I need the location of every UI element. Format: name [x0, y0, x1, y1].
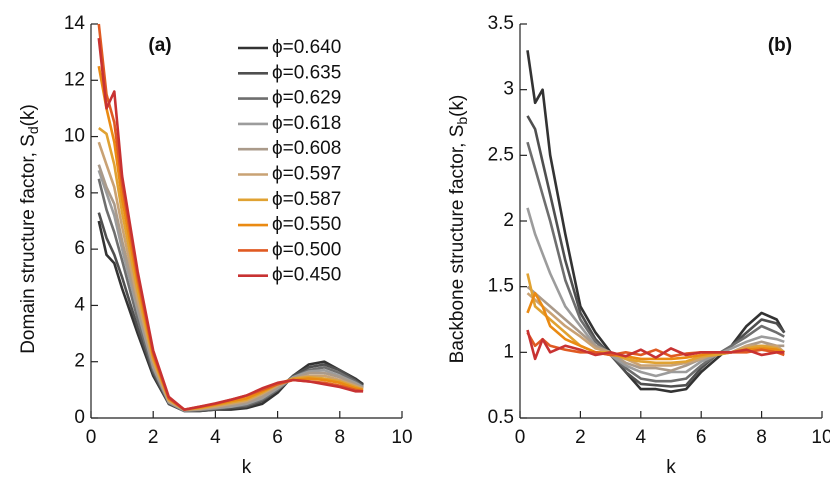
x-tick-label: 8: [756, 427, 767, 448]
legend-label: ϕ=0.587: [272, 189, 341, 210]
y-tick-label: 14: [64, 13, 86, 34]
x-tick-label: 2: [148, 427, 159, 448]
x-tick-label: 4: [636, 427, 647, 448]
x-tick-label: 8: [335, 427, 346, 448]
y-tick-label: 2: [503, 210, 514, 231]
y-tick-label: 3: [503, 79, 514, 100]
x-tick-label: 6: [696, 427, 707, 448]
x-tick-label: 2: [575, 427, 586, 448]
y-tick-label: 6: [74, 238, 85, 259]
y-axis-label-part: (k): [18, 104, 39, 126]
x-tick-label: 0: [86, 427, 97, 448]
legend-label: ϕ=0.608: [272, 138, 341, 159]
y-axis-label-part: d: [25, 126, 41, 134]
panel-label: (a): [148, 35, 171, 56]
y-tick-label: 3.5: [488, 13, 514, 34]
y-axis-label: Backbone structure factor, Sb(k): [447, 95, 470, 364]
y-tick-label: 0.5: [488, 407, 514, 428]
x-axis-label: k: [242, 457, 252, 478]
legend-label: ϕ=0.550: [272, 214, 341, 235]
data-line: [526, 115, 786, 388]
y-tick-label: 10: [64, 126, 85, 147]
x-axis-label: k: [666, 457, 676, 478]
x-tick-label: 10: [391, 427, 412, 448]
data-line: [526, 292, 786, 367]
panel-label: (b): [768, 35, 792, 56]
x-tick-label: 4: [210, 427, 221, 448]
y-tick-label: 1: [503, 341, 514, 362]
legend-label: ϕ=0.597: [272, 164, 341, 185]
y-tick-label: 4: [74, 294, 85, 315]
y-tick-label: 2: [74, 351, 85, 372]
x-tick-label: 6: [272, 427, 283, 448]
y-axis-label-part: Domain structure factor, S: [18, 134, 39, 354]
y-axis-label-part: Backbone structure factor, S: [447, 125, 468, 364]
legend-label: ϕ=0.618: [272, 113, 341, 134]
y-axis-label-part: b: [454, 117, 470, 125]
y-tick-label: 0: [74, 407, 85, 428]
data-line: [526, 207, 785, 378]
y-tick-label: 8: [74, 182, 85, 203]
y-tick-label: 12: [64, 69, 85, 90]
legend-label: ϕ=0.450: [272, 265, 341, 286]
y-axis-label: Domain structure factor, Sd(k): [18, 104, 41, 354]
data-line: [526, 50, 786, 393]
data-line: [526, 141, 785, 383]
x-tick-label: 0: [515, 427, 526, 448]
x-tick-label: 10: [811, 427, 830, 448]
legend-label: ϕ=0.500: [272, 239, 341, 260]
legend-label: ϕ=0.640: [272, 37, 341, 58]
legend-label: ϕ=0.629: [272, 88, 341, 109]
legend-label: ϕ=0.635: [272, 62, 341, 83]
y-tick-label: 2.5: [488, 144, 514, 165]
data-line: [97, 141, 364, 411]
y-tick-label: 1.5: [488, 276, 514, 297]
data-line: [97, 37, 364, 411]
y-axis-label-part: (k): [447, 95, 468, 117]
data-line: [526, 329, 785, 361]
